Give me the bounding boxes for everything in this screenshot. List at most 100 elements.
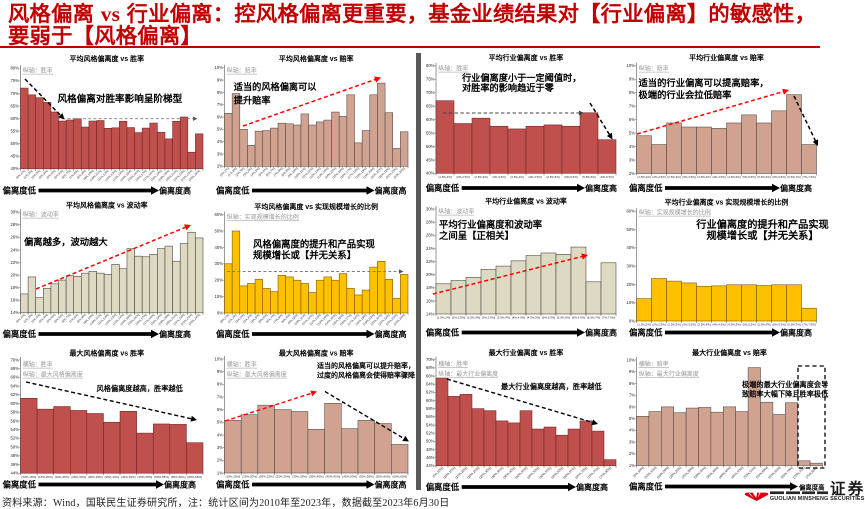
svg-text:(5.5%,6%]: (5.5%,6%]	[557, 316, 571, 320]
svg-text:横轴：胜率: 横轴：胜率	[23, 361, 53, 369]
svg-text:之间呈【正相关】: 之间呈【正相关】	[439, 230, 514, 241]
svg-text:纵轴：胜率: 纵轴：胜率	[438, 65, 468, 73]
svg-text:52%: 52%	[426, 431, 435, 436]
svg-text:5%: 5%	[217, 127, 223, 132]
svg-text:(2%,3%]: (2%,3%]	[234, 166, 245, 177]
svg-text:(6%,6.5%]: (6%,6.5%]	[572, 316, 586, 320]
svg-text:60%: 60%	[11, 401, 20, 406]
svg-text:(5%,6%]: (5%,6%]	[53, 313, 64, 324]
svg-text:平均风格偏离度 vs 胜率: 平均风格偏离度 vs 胜率	[69, 54, 144, 63]
svg-text:(25%,30%]: (25%,30%]	[276, 475, 291, 479]
svg-text:(75%,80%]: (75%,80%]	[598, 466, 612, 480]
svg-text:9%: 9%	[629, 77, 635, 82]
svg-text:(6%,7%]: (6%,7%]	[265, 313, 276, 324]
svg-text:(0%,1%]: (0%,1%]	[219, 166, 230, 177]
svg-text:(2%,2.5%]: (2%,2.5%]	[652, 175, 666, 179]
svg-text:(4%,4.5%]: (4%,4.5%]	[712, 175, 726, 179]
svg-text:(6.5%,7%]: (6.5%,7%]	[587, 316, 601, 320]
svg-text:8%: 8%	[629, 381, 635, 386]
svg-text:2%: 2%	[629, 171, 635, 176]
svg-text:适当的风格偏离可以提升赔率，: 适当的风格偏离可以提升赔率，	[317, 361, 415, 370]
svg-text:(5.5%,6%]: (5.5%,6%]	[757, 323, 771, 327]
svg-text:28%: 28%	[11, 222, 20, 227]
svg-text:(4.5%,5%]: (4.5%,5%]	[527, 316, 541, 320]
svg-text:58%: 58%	[426, 406, 435, 411]
svg-text:20%: 20%	[215, 278, 224, 283]
svg-text:偏离度高: 偏离度高	[375, 186, 407, 196]
svg-text:(6%,7%]: (6%,7%]	[61, 313, 72, 324]
svg-text:偏离度高: 偏离度高	[159, 329, 191, 339]
svg-text:6%: 6%	[629, 117, 635, 122]
svg-text:(1.5%,2%]: (1.5%,2%]	[438, 175, 452, 179]
svg-text:10%: 10%	[215, 294, 224, 299]
svg-text:最大行业偏离度 vs 胜率: 最大行业偏离度 vs 胜率	[489, 348, 564, 357]
svg-text:(30%,35%]: (30%,35%]	[88, 475, 103, 479]
svg-text:30%: 30%	[215, 261, 224, 266]
svg-text:行业偏离度的提升和产品实现: 行业偏离度的提升和产品实现	[695, 218, 828, 231]
svg-text:行业偏离度小于一定阈值时，: 行业偏离度小于一定阈值时，	[461, 72, 581, 83]
svg-text:(50%,55%]: (50%,55%]	[154, 475, 169, 479]
svg-text:20%: 20%	[627, 282, 636, 287]
svg-text:54%: 54%	[11, 427, 20, 432]
svg-text:(0%,1%]: (0%,1%]	[219, 313, 230, 324]
svg-text:最大风格偏离度 vs 胜率: 最大风格偏离度 vs 胜率	[69, 349, 144, 358]
svg-text:(30%,35%]: (30%,35%]	[292, 475, 307, 479]
svg-text:(4%,5%]: (4%,5%]	[45, 169, 56, 180]
svg-text:3%: 3%	[629, 440, 635, 445]
svg-text:4%: 4%	[217, 432, 223, 437]
svg-text:2%: 2%	[217, 458, 223, 463]
svg-text:纵轴：赔率: 纵轴：赔率	[227, 67, 257, 75]
svg-text:80%: 80%	[426, 63, 435, 68]
svg-text:(7%,8%]: (7%,8%]	[273, 166, 284, 177]
svg-text:(4%,5%]: (4%,5%]	[250, 166, 261, 177]
svg-text:46%: 46%	[11, 462, 20, 467]
svg-text:(7%,8%]: (7%,8%]	[68, 313, 79, 324]
svg-text:2%: 2%	[217, 164, 223, 169]
svg-text:纵轴：实现规模增长的比例: 纵轴：实现规模增长的比例	[639, 209, 711, 217]
svg-text:62%: 62%	[426, 390, 435, 395]
svg-text:风格偏离度越高，胜率越低: 风格偏离度越高，胜率越低	[97, 384, 184, 393]
svg-text:风格偏离对胜率影响呈阶梯型: 风格偏离对胜率影响呈阶梯型	[58, 93, 183, 105]
svg-text:纵轴：最大行业偏离度: 纵轴：最大行业偏离度	[639, 370, 699, 378]
svg-text:纵轴：实现规模增长的比例: 纵轴：实现规模增长的比例	[227, 213, 299, 221]
svg-text:偏离度高: 偏离度高	[585, 328, 617, 338]
svg-text:风格偏离度的提升和产品实现: 风格偏离度的提升和产品实现	[253, 239, 376, 250]
svg-text:(4%,4.5%]: (4%,4.5%]	[712, 323, 726, 327]
svg-text:70%: 70%	[426, 357, 435, 362]
svg-text:过度的风格偏离会使得赔率骤降: 过度的风格偏离会使得赔率骤降	[317, 371, 416, 380]
svg-text:48%: 48%	[11, 453, 20, 458]
svg-text:60%: 60%	[426, 117, 435, 122]
svg-text:40%: 40%	[11, 166, 20, 171]
svg-text:60%: 60%	[11, 116, 20, 121]
svg-text:偏离度低: 偏离度低	[426, 183, 460, 193]
svg-text:60%: 60%	[215, 212, 224, 217]
svg-text:24%: 24%	[11, 247, 20, 252]
svg-text:50%: 50%	[11, 445, 20, 450]
svg-text:(5.5%,6%]: (5.5%,6%]	[757, 175, 771, 179]
svg-text:(1.5%,2%]: (1.5%,2%]	[437, 316, 451, 320]
svg-text:30%: 30%	[627, 264, 636, 269]
svg-text:7%: 7%	[217, 394, 223, 399]
svg-text:75%: 75%	[426, 77, 435, 82]
svg-text:70%: 70%	[426, 90, 435, 95]
svg-text:(50%,55%]: (50%,55%]	[359, 475, 374, 479]
svg-text:(6%,7%]: (6%,7%]	[61, 169, 72, 180]
svg-text:50%: 50%	[426, 144, 435, 149]
svg-text:(2.5%,3%]: (2.5%,3%]	[667, 175, 681, 179]
svg-text:(2.5%,3%]: (2.5%,3%]	[474, 175, 488, 179]
svg-text:16%: 16%	[426, 298, 435, 303]
svg-text:30%: 30%	[426, 206, 435, 211]
svg-text:60%: 60%	[426, 398, 435, 403]
svg-text:纵轴：最大风格偏离度: 纵轴：最大风格偏离度	[23, 371, 83, 379]
svg-text:偏离度高: 偏离度高	[375, 329, 407, 339]
svg-text:规模增长或【并无关系】: 规模增长或【并无关系】	[253, 250, 356, 261]
svg-text:平均行业偏离度 vs 赔率: 平均行业偏离度 vs 赔率	[689, 53, 764, 62]
svg-text:45%: 45%	[11, 154, 20, 159]
svg-text:偏离度低: 偏离度低	[629, 328, 663, 338]
svg-text:64%: 64%	[11, 383, 20, 388]
svg-text:(3.5%,4%]: (3.5%,4%]	[697, 323, 711, 327]
svg-text:7%: 7%	[629, 393, 635, 398]
svg-text:横轴：胜率: 横轴：胜率	[227, 361, 257, 369]
svg-text:偏离度低: 偏离度低	[426, 482, 460, 492]
svg-text:2%: 2%	[629, 451, 635, 456]
